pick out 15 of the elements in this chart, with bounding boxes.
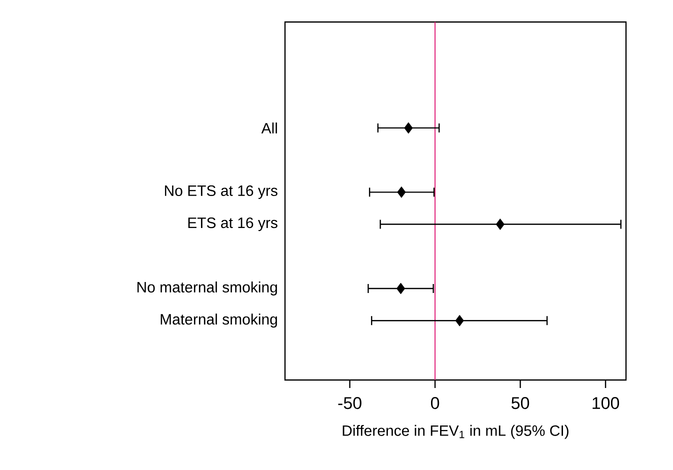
point [396,282,406,294]
x-tick-label: 100 [592,397,620,410]
x-tick-label: -50 [338,397,362,410]
y-tick-label: No ETS at 16 yrs [164,185,278,199]
y-tick-label: No maternal smoking [137,281,277,296]
x-axis-title: Difference in FEV$_{1}$ in mL (95% CI) [342,424,568,439]
point [404,122,413,134]
y-tick-label: All [261,122,277,134]
x-tick-label: 50 [512,397,530,410]
x-tick-label: 0 [430,397,440,410]
point [455,314,464,326]
y-tick-label: ETS at 16 yrs [188,217,278,232]
y-tick-label: Maternal smoking [160,314,277,328]
point [397,186,406,198]
point [496,218,504,230]
